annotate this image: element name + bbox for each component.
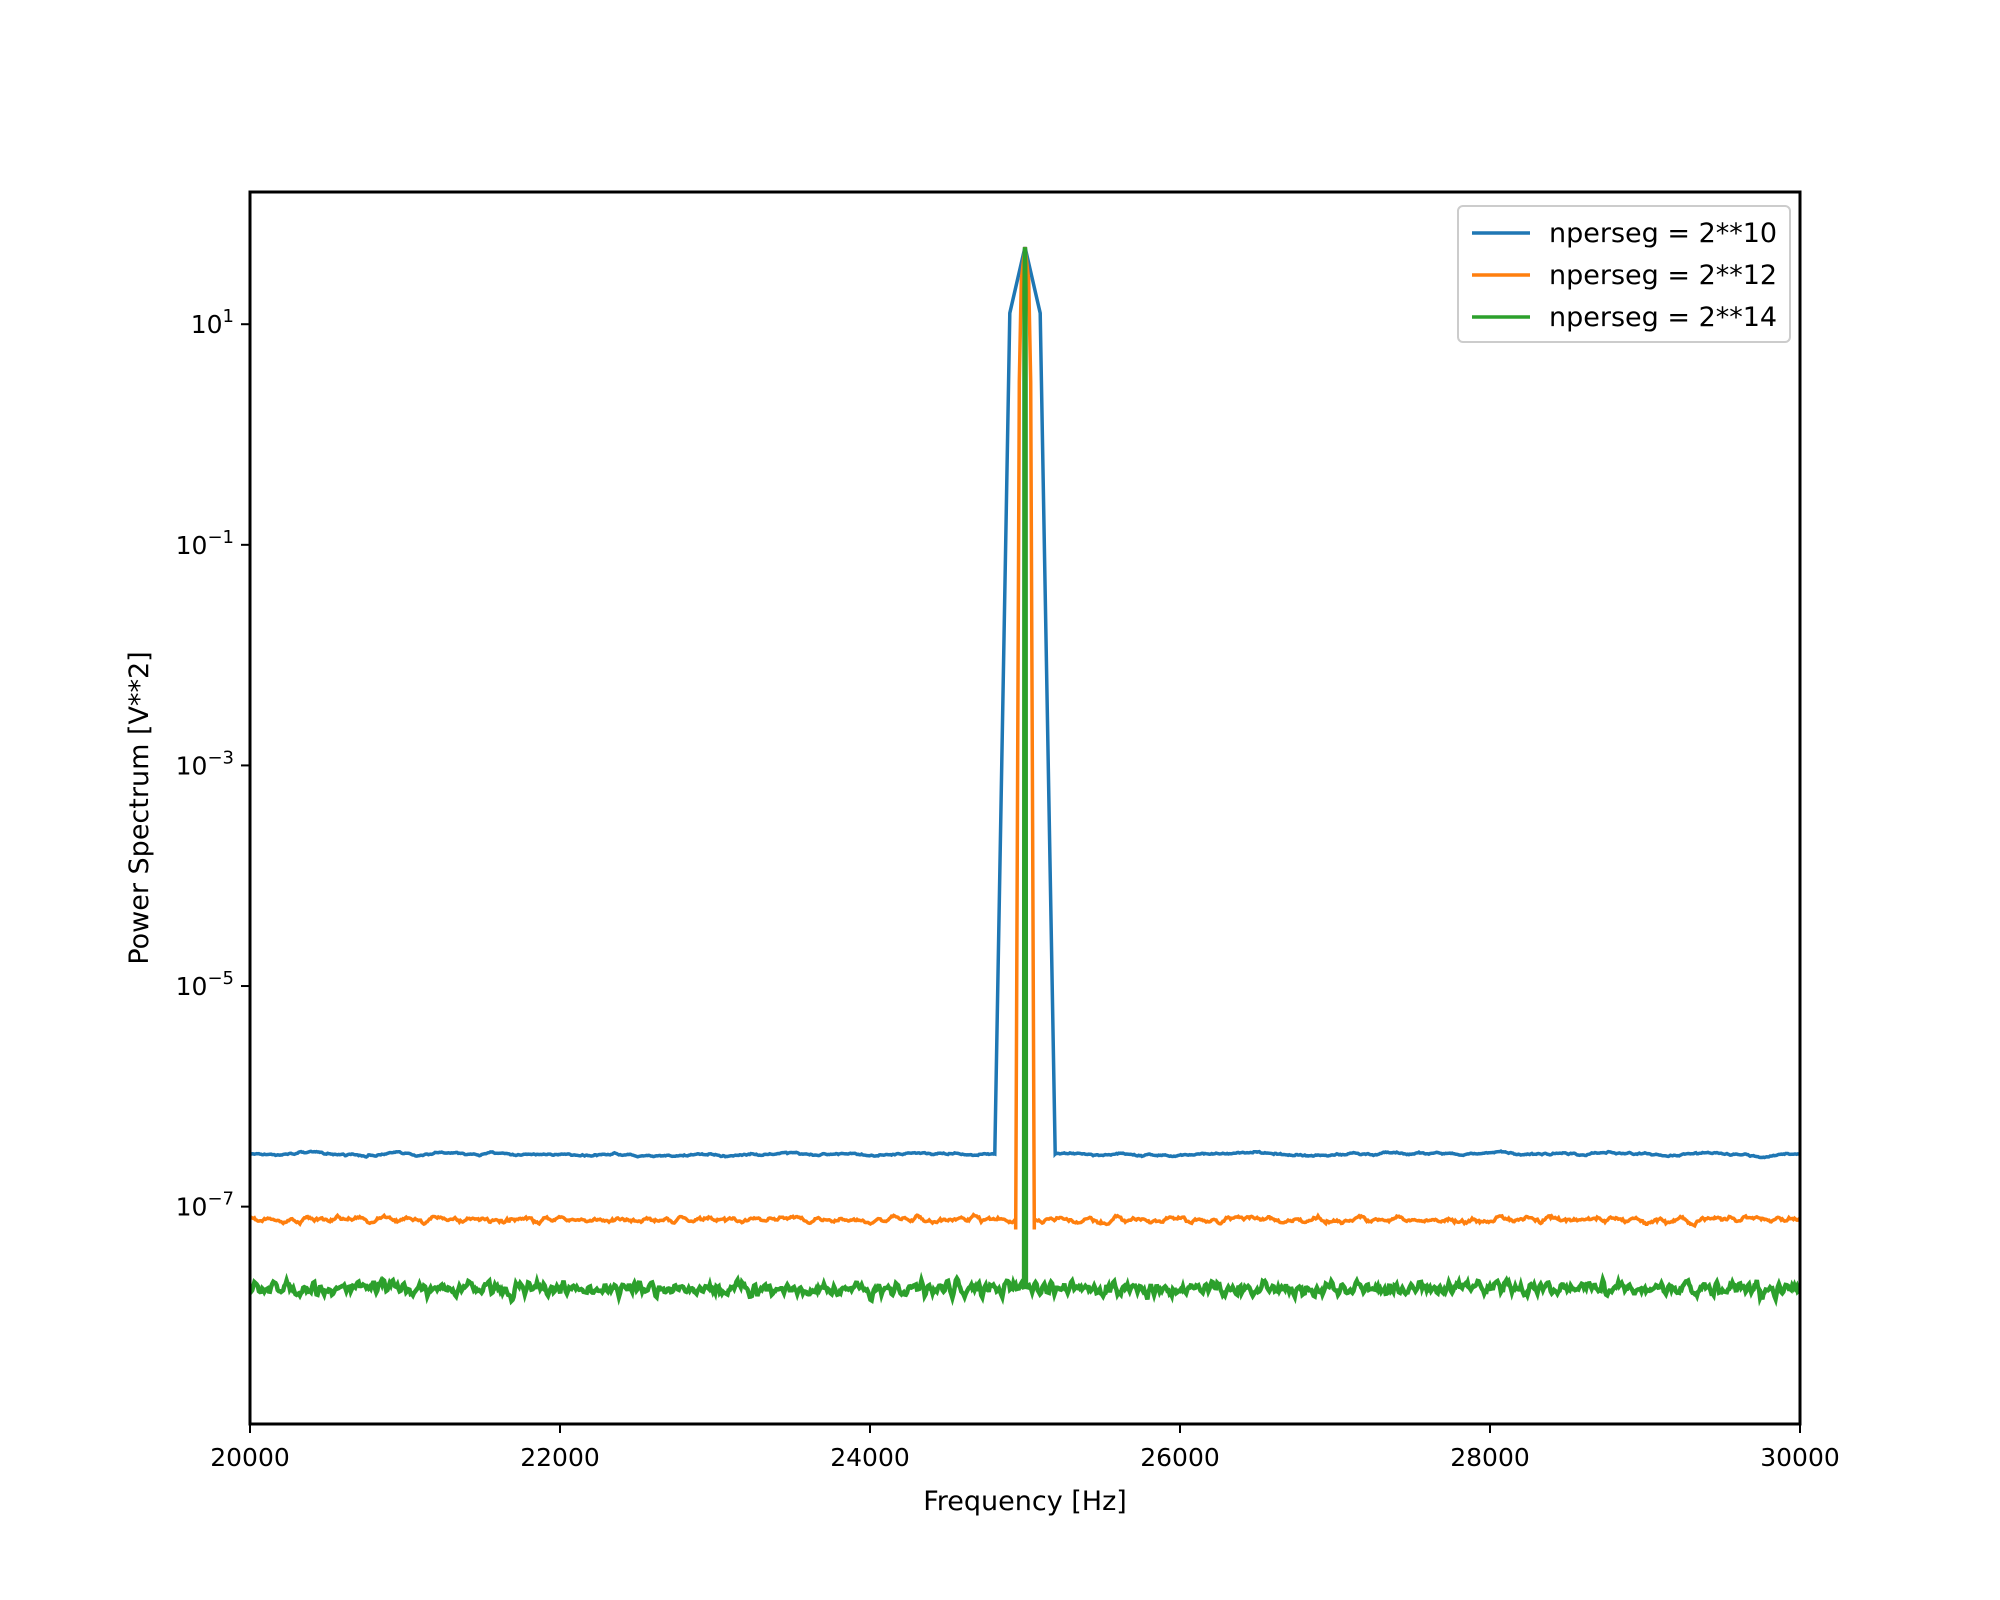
series-lines xyxy=(250,246,1800,1307)
x-tick-label: 20000 xyxy=(210,1443,290,1472)
x-tick-label: 30000 xyxy=(1760,1443,1840,1472)
x-axis-label: Frequency [Hz] xyxy=(923,1486,1127,1517)
y-tick-label: 101 xyxy=(191,306,234,339)
y-tick-label: 10−3 xyxy=(176,747,234,780)
x-axis-ticks: 20000 22000 24000 26000 28000 30000 xyxy=(210,1424,1840,1472)
y-axis-label: Power Spectrum [V**2] xyxy=(124,651,155,964)
y-tick-label: 10−7 xyxy=(176,1189,234,1222)
legend-label: nperseg = 2**10 xyxy=(1549,218,1777,249)
axes-frame xyxy=(248,190,1802,1426)
x-tick-label: 28000 xyxy=(1450,1443,1530,1472)
x-tick-label: 26000 xyxy=(1140,1443,1220,1472)
legend-label: nperseg = 2**14 xyxy=(1549,302,1777,333)
legend-box xyxy=(1457,205,1791,343)
x-tick-label: 24000 xyxy=(830,1443,910,1472)
y-axis-ticks: 101 10−1 10−3 10−5 10−7 xyxy=(176,306,250,1222)
legend-label: nperseg = 2**12 xyxy=(1549,260,1777,291)
y-tick-label: 10−5 xyxy=(176,968,234,1001)
y-tick-label: 10−1 xyxy=(176,527,234,560)
legend: nperseg = 2**10 nperseg = 2**12 nperseg = … xyxy=(1457,205,1791,343)
x-tick-label: 22000 xyxy=(520,1443,600,1472)
series-line-3 xyxy=(250,247,1800,1307)
plot-area xyxy=(248,190,1802,1426)
